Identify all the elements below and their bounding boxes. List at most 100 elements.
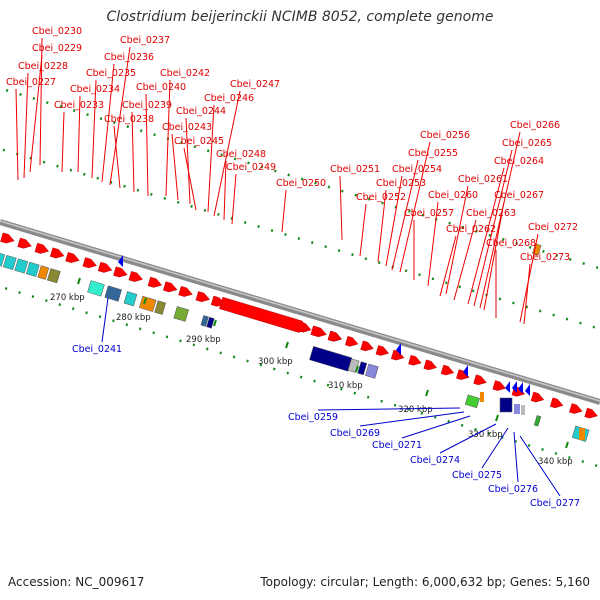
label-leader-line: [523, 263, 531, 325]
forward-gene-arrow: [584, 407, 598, 419]
forward-gene-arrow: [128, 271, 143, 282]
gene-label-cbei_0237: Cbei_0237: [120, 35, 170, 46]
gene-label-cbei_0275: Cbei_0275: [452, 470, 502, 481]
forward-gene-arrow: [440, 364, 455, 376]
dotted-guides: [0, 87, 600, 469]
feature-box: [123, 291, 138, 307]
feature-box: [14, 258, 29, 274]
label-leader-line: [473, 149, 513, 307]
map-title: Clostridium beijerinckii NCIMB 8052, com…: [106, 9, 494, 25]
feature-box-large: [309, 346, 353, 372]
feature-box: [206, 316, 215, 329]
gene-label-cbei_0266: Cbei_0266: [510, 120, 560, 131]
label-leader-line: [359, 411, 465, 427]
gene-label-cbei_0234: Cbei_0234: [70, 84, 120, 95]
reverse-gene-arrow: [118, 255, 123, 267]
scale-tick-mark: [565, 441, 569, 449]
feature-box: [138, 295, 157, 312]
gene-label-cbei_0272: Cbei_0272: [528, 222, 578, 233]
label-leader-line: [91, 79, 97, 179]
outer-dotted-track: [0, 285, 600, 469]
feature-box: [2, 255, 17, 271]
feature-box: [0, 250, 6, 267]
label-leader-line: [317, 407, 461, 411]
gene-label-cbei_0255: Cbei_0255: [408, 148, 458, 159]
forward-gene-large: [219, 296, 308, 333]
reverse-gene-arrow: [463, 365, 468, 377]
label-leader-line: [109, 46, 131, 186]
reverse-gene-arrow: [525, 384, 530, 396]
scale-tick-mark: [425, 389, 429, 397]
scale-tick-label: 290 kbp: [186, 335, 221, 345]
forward-gene-arrow: [0, 232, 15, 244]
reverse-gene-arrow: [518, 382, 523, 394]
feature-box: [87, 280, 105, 297]
gene-label-cbei_0227: Cbei_0227: [6, 77, 56, 88]
scale-tick-label: 320 kbp: [398, 405, 433, 415]
label-leader-line: [185, 117, 191, 205]
label-leader-line: [439, 423, 497, 454]
feature-box: [365, 363, 379, 379]
scale-tick-mark: [355, 365, 359, 373]
gene-label-cbei_0256: Cbei_0256: [420, 130, 470, 141]
scale-tick-mark: [495, 414, 499, 422]
scale-tick-mark: [213, 319, 217, 327]
backbone-highlight: [0, 220, 600, 402]
label-leader-line: [391, 159, 419, 271]
gene-label-cbei_0239: Cbei_0239: [122, 100, 172, 111]
forward-gene-arrow: [549, 397, 564, 409]
label-leader-line: [101, 63, 115, 183]
forward-gene-arrow: [327, 330, 342, 342]
forward-gene-arrow: [569, 403, 583, 414]
label-leader-line: [339, 175, 343, 241]
feature-box: [464, 394, 480, 409]
scale-tick-mark: [143, 297, 147, 305]
gene-label-cbei_0247: Cbei_0247: [230, 79, 280, 90]
feature-box: [173, 306, 190, 322]
reverse-gene-arrow: [396, 343, 401, 355]
gene-label-cbei_0251: Cbei_0251: [330, 164, 380, 175]
feature-box: [357, 361, 368, 376]
backbone-line: [0, 219, 600, 405]
gene-label-cbei_0250: Cbei_0250: [276, 178, 326, 189]
label-leader-line: [61, 111, 65, 173]
label-leader-line: [427, 201, 439, 287]
gene-label-cbei_0241: Cbei_0241: [72, 344, 122, 355]
feature-box: [521, 405, 525, 415]
scale-tick-label: 310 kbp: [328, 381, 363, 391]
accession-text: Accession: NC_009617: [8, 575, 145, 589]
gene-label-cbei_0276: Cbei_0276: [488, 484, 538, 495]
forward-gene-arrow: [163, 281, 178, 293]
gene-label-cbei_0264: Cbei_0264: [494, 156, 544, 167]
label-leader-line: [207, 104, 215, 213]
gene-label-cbei_0229: Cbei_0229: [32, 43, 82, 54]
forward-gene-arrow: [456, 369, 470, 380]
forward-gene-arrow: [178, 286, 193, 297]
label-leader-line: [445, 185, 469, 295]
reverse-gene-arrow: [512, 381, 517, 393]
label-leader-line: [131, 111, 135, 193]
gene-label-cbei_0252: Cbei_0252: [356, 192, 406, 203]
scale-ticks: 270 kbp 280 kbp 290 kbp 300 kbp 310 kbp 320 k…: [50, 277, 573, 467]
reverse-gene-arrow: [505, 381, 510, 393]
forward-gene-arrow: [375, 345, 390, 356]
feature-box: [200, 315, 209, 327]
gene-label-cbei_0240: Cbei_0240: [136, 82, 186, 93]
feature-box: [25, 261, 40, 277]
forward-gene-labels: Cbei_0227 Cbei_0228 Cbei_0229 Cbei_0230 Cbei…: [6, 26, 578, 325]
gene-label-cbei_0228: Cbei_0228: [18, 61, 68, 72]
gene-label-cbei_0242: Cbei_0242: [160, 68, 210, 79]
label-leader-line: [377, 189, 387, 263]
gene-label-cbei_0273: Cbei_0273: [520, 252, 570, 263]
forward-gene-arrow: [49, 247, 65, 259]
label-leader-line: [385, 175, 403, 267]
gene-label-cbei_0257: Cbei_0257: [404, 208, 454, 219]
gene-label-cbei_0249: Cbei_0249: [226, 162, 276, 173]
feature-box: [104, 285, 122, 302]
gene-label-cbei_0235: Cbei_0235: [86, 68, 136, 79]
gene-label-cbei_0244: Cbei_0244: [176, 106, 226, 117]
forward-gene-arrow: [344, 336, 359, 347]
forward-gene-arrow: [113, 266, 128, 278]
gene-label-cbei_0246: Cbei_0246: [204, 93, 254, 104]
